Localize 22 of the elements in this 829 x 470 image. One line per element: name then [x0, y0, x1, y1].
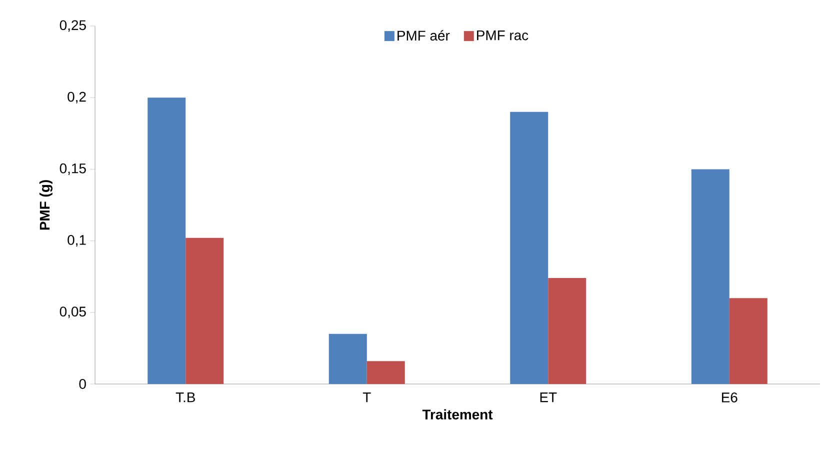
legend-label: PMF aér [398, 30, 450, 41]
y-tick-label: 0,2 [68, 92, 86, 104]
x-axis-title: Traitement [422, 409, 493, 420]
bar [328, 334, 367, 384]
bar [148, 98, 186, 384]
y-tick-label: 0,15 [60, 163, 86, 175]
bar [366, 361, 405, 384]
bar [186, 238, 224, 384]
legend-label: PMF rac [477, 30, 528, 40]
y-tick-label: 0,05 [60, 306, 86, 318]
y-tick-label: 0,25 [60, 20, 86, 32]
x-tick-label: E6 [722, 392, 738, 402]
x-tick-label: ET [540, 392, 557, 402]
bar [729, 298, 768, 384]
x-tick-label: T.B [176, 392, 195, 402]
x-tick-label: T [362, 392, 371, 402]
y-tick-label: 0,1 [68, 235, 86, 247]
bar [548, 278, 586, 384]
y-axis-title: PMF (g) [39, 180, 52, 230]
y-tick-label: 0 [79, 379, 86, 389]
bar [510, 112, 548, 384]
bar [691, 169, 730, 384]
